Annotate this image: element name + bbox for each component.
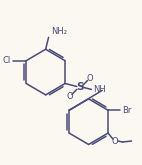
- Text: S: S: [76, 82, 83, 92]
- Text: NH: NH: [93, 85, 106, 94]
- Text: Br: Br: [122, 106, 131, 115]
- Text: Cl: Cl: [2, 56, 11, 65]
- Text: NH₂: NH₂: [52, 27, 67, 36]
- Text: O: O: [112, 136, 118, 146]
- Text: O: O: [67, 92, 73, 101]
- Text: O: O: [86, 74, 93, 83]
